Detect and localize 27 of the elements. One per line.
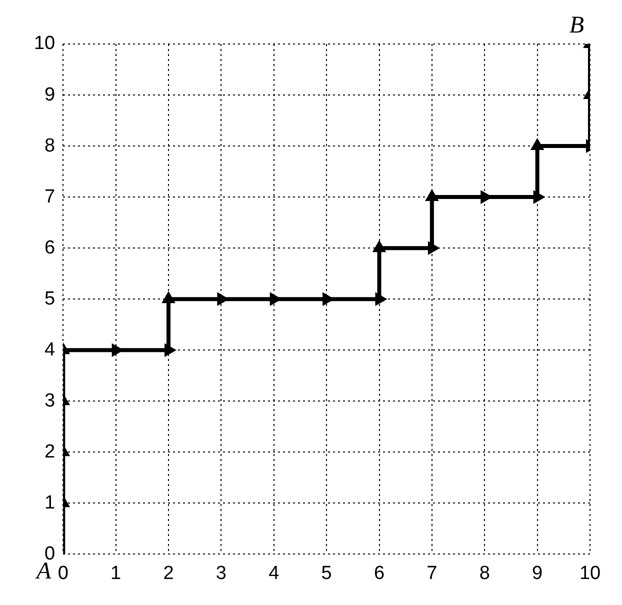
x-tick-label: 2: [163, 562, 174, 584]
x-tick-label: 6: [374, 562, 385, 584]
x-tick-label: 3: [216, 562, 226, 584]
x-tick-label: 5: [321, 562, 332, 584]
point: [428, 242, 440, 255]
y-tick-label: 5: [44, 288, 56, 310]
y-tick-label: 8: [44, 135, 56, 156]
y-tick-label: 1: [44, 492, 56, 514]
y-tick-label: 4: [44, 339, 56, 360]
x-tick-label: 9: [532, 562, 543, 584]
y-tick-label: 6: [44, 237, 56, 258]
y-tick-label: 7: [44, 186, 56, 208]
point: [164, 344, 176, 357]
point: [375, 292, 387, 306]
y-tick-label: 10: [34, 33, 56, 54]
y-tick-label: 2: [44, 441, 56, 462]
x-tick-label: 8: [479, 562, 490, 584]
x-tick-label: 10: [579, 562, 601, 584]
point: [533, 190, 545, 204]
y-tick-label: 9: [44, 84, 56, 106]
annotation: B: [569, 12, 584, 38]
x-tick-label: 1: [110, 562, 122, 584]
x-tick-label: 0: [58, 562, 68, 584]
y-tick-label: 3: [44, 390, 56, 412]
annotation: A: [34, 558, 52, 585]
x-tick-label: 7: [426, 562, 438, 584]
x-tick-label: 4: [268, 562, 280, 584]
